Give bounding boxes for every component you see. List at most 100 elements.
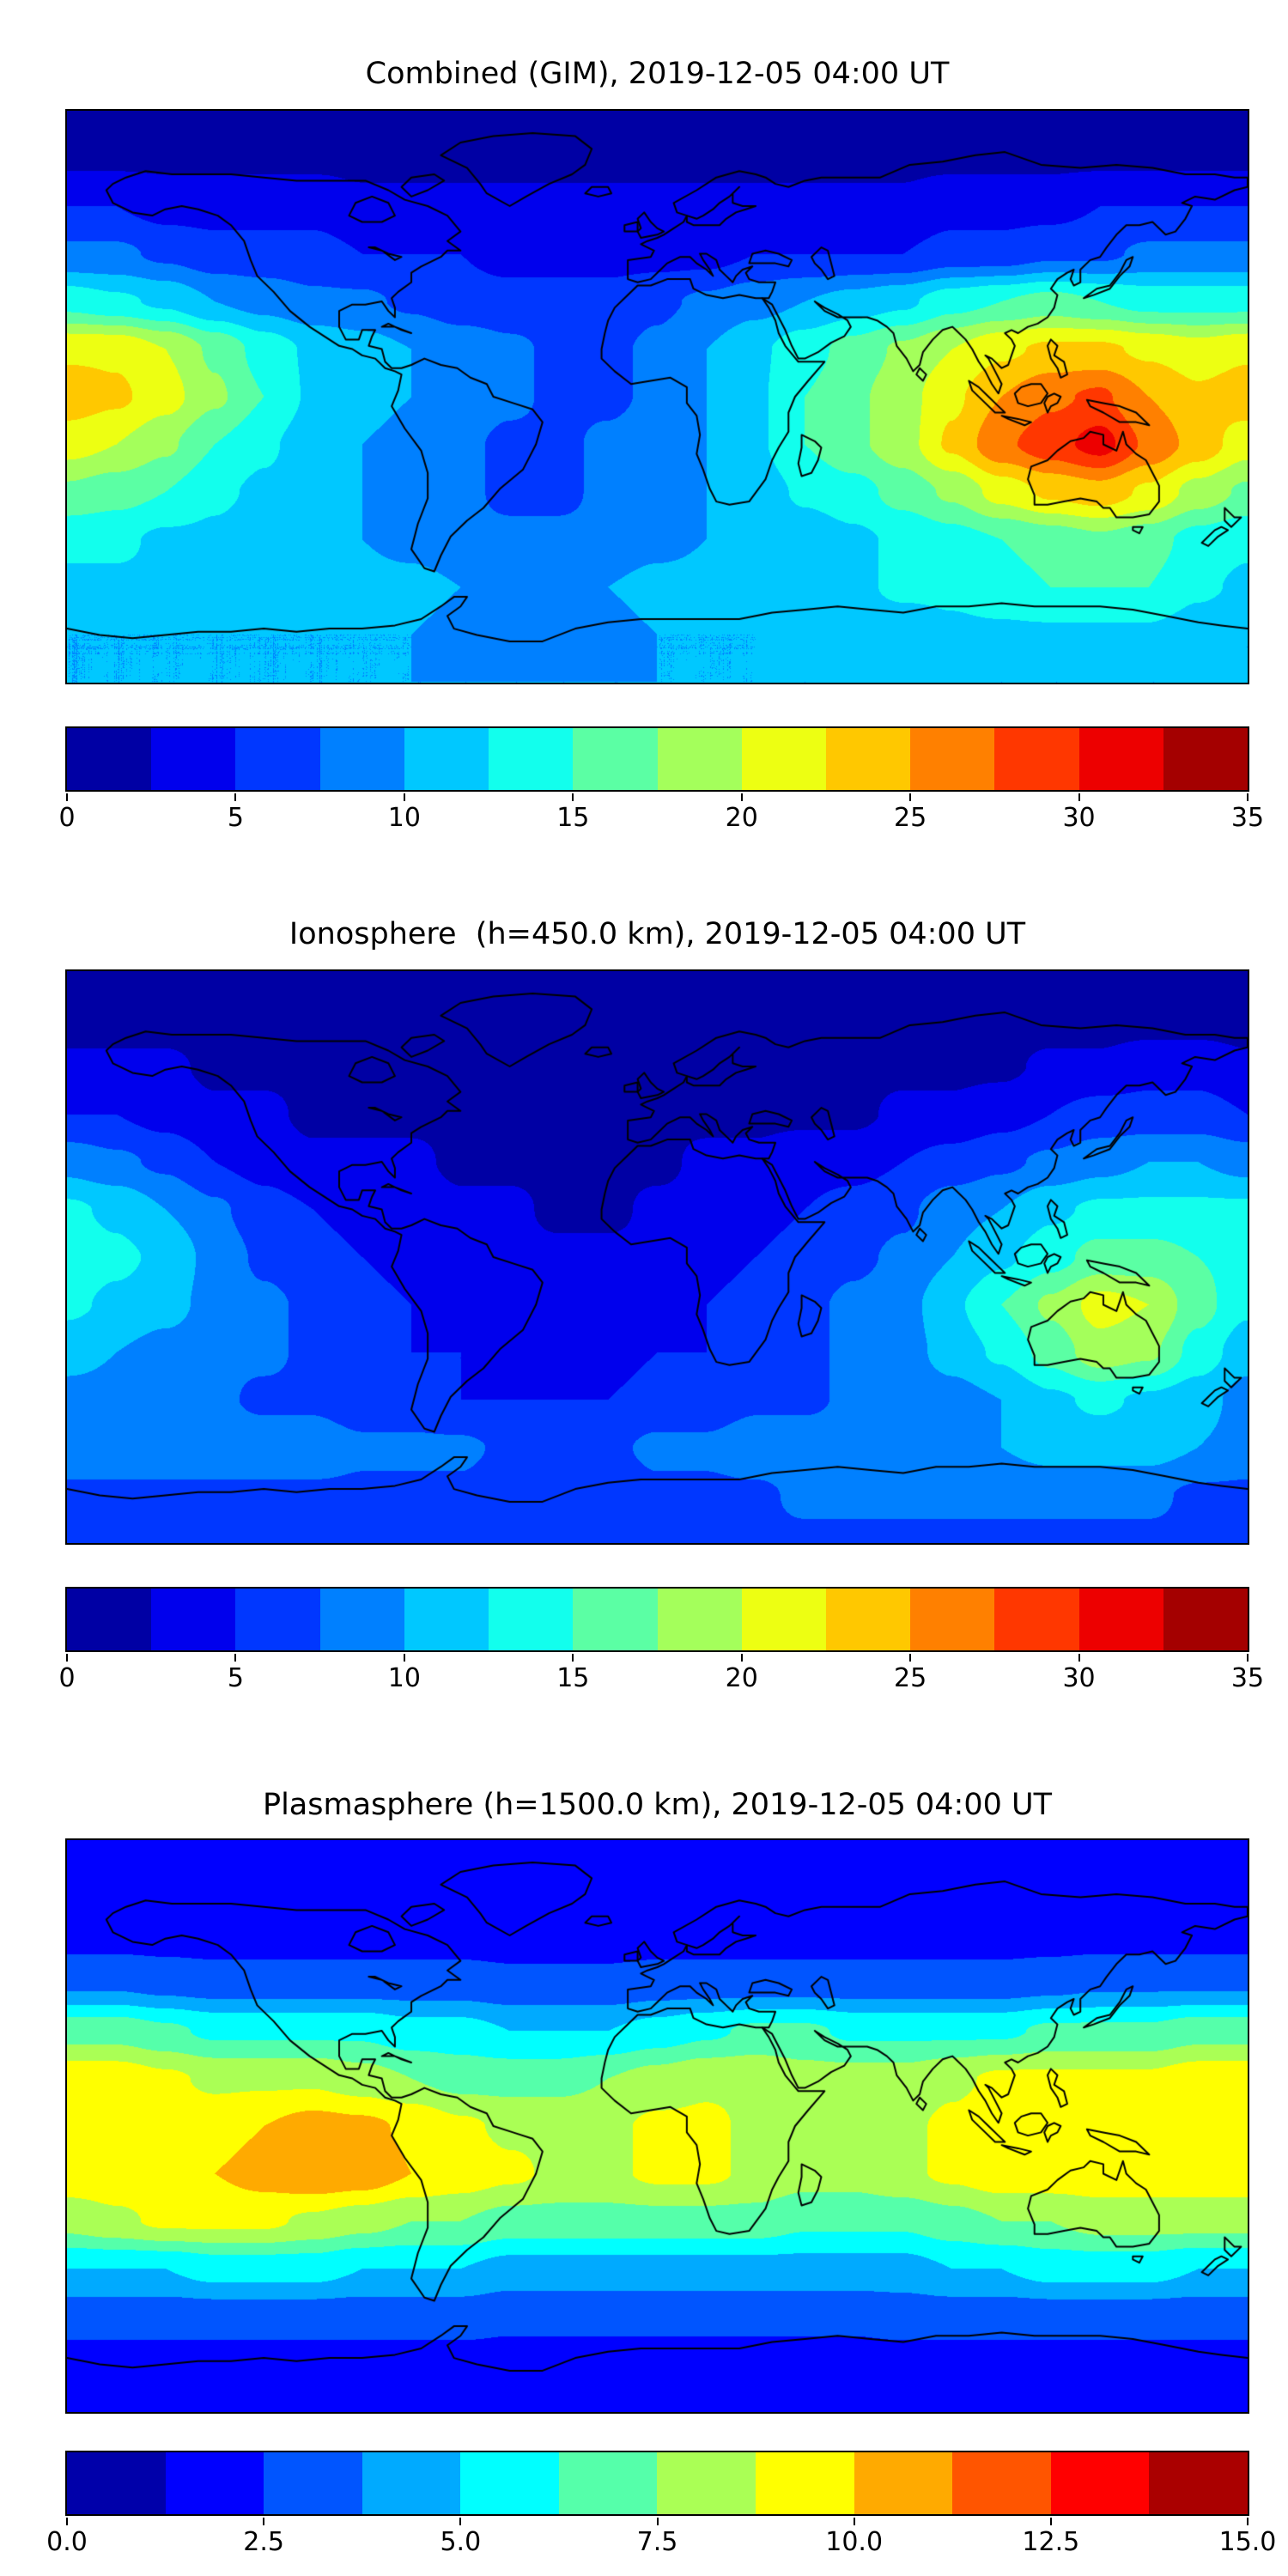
colorbar-tick-mark [234, 1654, 237, 1662]
colorbar-segment [657, 2452, 756, 2514]
colorbar-tick-label: 15 [556, 803, 590, 833]
map-canvas-combined [67, 111, 1248, 683]
colorbar-segment [361, 2452, 461, 2514]
colorbar-segment [489, 1589, 574, 1650]
colorbar-tick-mark [909, 1654, 912, 1662]
map-combined [65, 109, 1249, 684]
colorbar-segment [67, 1589, 152, 1650]
panel-title-plasmasphere: Plasmasphere (h=1500.0 km), 2019-12-05 0… [262, 1788, 1053, 1822]
colorbar-tick-label: 35 [1230, 803, 1265, 833]
colorbar-segment [741, 728, 826, 790]
colorbar-tick-mark [740, 793, 743, 801]
colorbar-tick-mark [740, 1654, 743, 1662]
colorbar-tick-label: 30 [1062, 1663, 1096, 1693]
colorbar-tick-mark [459, 2518, 462, 2525]
colorbar-ticks-ionosphere: 0 5 10 15 20 25 30 35 [58, 1654, 1264, 1705]
colorbar-tick-label: 20 [725, 1663, 758, 1693]
colorbar-segment [67, 728, 152, 790]
colorbar-segment [657, 1589, 742, 1650]
panel-title-ionosphere: Ionosphere (h=450.0 km), 2019-12-05 04:0… [289, 917, 1026, 951]
colorbar-tick-label: 10 [387, 803, 421, 833]
colorbar-segment [319, 1589, 404, 1650]
map-canvas-ionosphere [67, 971, 1248, 1543]
colorbar-tick-label: 15 [556, 1663, 590, 1693]
colorbar-tick-label: 0.0 [46, 2527, 88, 2557]
colorbar-segment [1078, 1589, 1163, 1650]
colorbar-tick-mark [403, 1654, 405, 1662]
colorbar-tick-mark [909, 793, 912, 801]
colorbar-tick-mark [656, 2518, 659, 2525]
colorbar-tick-label: 25 [894, 1663, 927, 1693]
colorbar-segment [994, 728, 1079, 790]
map-ionosphere [65, 969, 1249, 1545]
colorbar-segment [756, 2452, 854, 2514]
colorbar-tick-label: 35 [1230, 1663, 1265, 1693]
colorbar-segment [235, 728, 320, 790]
colorbar-tick-label: 25 [894, 803, 927, 833]
colorbar-segment [165, 2452, 264, 2514]
colorbar-segment [1163, 728, 1249, 790]
colorbar-segment [404, 728, 489, 790]
colorbar-tick-mark [263, 2518, 265, 2525]
colorbar-tick-mark [1049, 2518, 1052, 2525]
colorbar-tick-mark [66, 793, 68, 801]
colorbar-tick-label: 0 [58, 803, 76, 833]
colorbar-tick-label: 5 [227, 1663, 244, 1693]
colorbar-tick-mark [66, 2518, 68, 2525]
colorbar-tick-mark [1078, 793, 1080, 801]
colorbar-segment [235, 1589, 320, 1650]
colorbar-segment [67, 2452, 166, 2514]
panel-title-combined: Combined (GIM), 2019-12-05 04:00 UT [365, 57, 950, 91]
colorbar-tick-label: 20 [725, 803, 758, 833]
colorbar-tick-label: 10 [387, 1663, 421, 1693]
colorbar-ticks-combined: 0 5 10 15 20 25 30 35 [58, 793, 1264, 845]
colorbar-tick-label: 5 [227, 803, 244, 833]
colorbar-tick-label: 12.5 [1022, 2527, 1080, 2557]
colorbar-plasmasphere [65, 2451, 1249, 2516]
colorbar-segment [854, 2452, 953, 2514]
colorbar-segment [319, 728, 404, 790]
colorbar-tick-label: 30 [1062, 803, 1096, 833]
colorbar-tick-mark [1247, 793, 1249, 801]
colorbar-segment [151, 1589, 236, 1650]
colorbar-tick-label: 0 [58, 1663, 76, 1693]
colorbar-segment [264, 2452, 362, 2514]
colorbar-tick-mark [572, 793, 574, 801]
colorbar-segment [1078, 728, 1163, 790]
colorbar-segment [741, 1589, 826, 1650]
colorbar-segment [558, 2452, 658, 2514]
colorbar-segment [825, 728, 911, 790]
colorbar-segment [825, 1589, 911, 1650]
colorbar-segment [573, 1589, 658, 1650]
colorbar-segment [404, 1589, 489, 1650]
colorbar-segment [460, 2452, 559, 2514]
colorbar-tick-mark [1078, 1654, 1080, 1662]
colorbar-segment [1163, 1589, 1249, 1650]
colorbar-tick-label: 2.5 [243, 2527, 285, 2557]
colorbar-segment [952, 2452, 1051, 2514]
colorbar-tick-mark [1247, 2518, 1249, 2525]
colorbar-tick-mark [66, 1654, 68, 1662]
colorbar-segment [657, 728, 742, 790]
colorbar-segment [910, 728, 995, 790]
colorbar-segment [489, 728, 574, 790]
colorbar-tick-label: 5.0 [440, 2527, 482, 2557]
colorbar-tick-mark [403, 793, 405, 801]
colorbar-tick-mark [572, 1654, 574, 1662]
colorbar-ticks-plasmasphere: 0.0 2.5 5.0 7.5 10.0 12.5 15.0 [46, 2518, 1276, 2569]
colorbar-segment [151, 728, 236, 790]
colorbar-tick-mark [234, 793, 237, 801]
colorbar-tick-label: 10.0 [825, 2527, 884, 2557]
colorbar-segment [1149, 2452, 1248, 2514]
colorbar-tick-label: 7.5 [636, 2527, 678, 2557]
colorbar-combined [65, 726, 1249, 792]
map-canvas-plasmasphere [67, 1840, 1248, 2412]
colorbar-segment [994, 1589, 1079, 1650]
map-plasmasphere [65, 1838, 1249, 2414]
colorbar-tick-label: 15.0 [1218, 2527, 1277, 2557]
colorbar-segment [1050, 2452, 1150, 2514]
colorbar-ionosphere [65, 1587, 1249, 1652]
colorbar-segment [573, 728, 658, 790]
colorbar-tick-mark [853, 2518, 855, 2525]
